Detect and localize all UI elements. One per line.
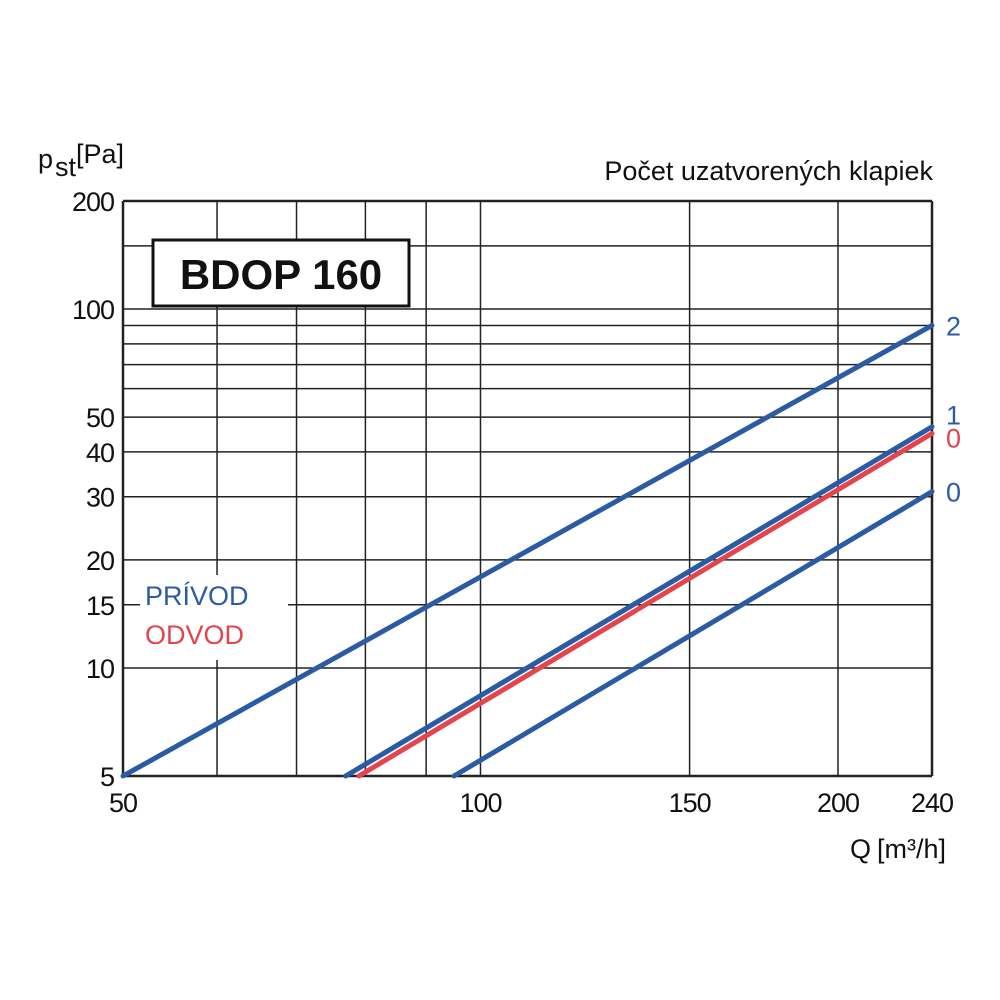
series-line <box>356 431 935 779</box>
x-label: Q <box>850 834 871 864</box>
series-line <box>343 424 935 779</box>
series-lines <box>120 322 935 779</box>
y-tick-label: 30 <box>86 483 114 513</box>
y-label: p <box>38 144 53 174</box>
y-tick-label: 20 <box>86 546 114 576</box>
series-line <box>120 322 935 779</box>
x-tick-label: 50 <box>109 788 137 818</box>
title-box <box>151 238 411 308</box>
x-tick-label: 100 <box>459 788 501 818</box>
series-end-label: 0 <box>946 424 961 454</box>
y-unit: [Pa] <box>76 139 124 169</box>
series-line <box>451 489 935 779</box>
series-end-label: 2 <box>946 311 961 341</box>
y-tick-label: 200 <box>72 187 114 217</box>
chart-subtitle: Počet uzatvorených klapiek <box>604 156 933 186</box>
series-end-label: 1 <box>946 401 961 431</box>
x-tick-label: 200 <box>817 788 859 818</box>
legend-item: PRÍVOD <box>145 581 249 611</box>
x-axis-label: Q [m³/h] <box>850 834 946 864</box>
y-axis-label: p st [Pa] <box>38 139 124 182</box>
y-label-sub: st <box>55 152 77 182</box>
y-tick-label: 50 <box>86 403 114 433</box>
y-tick-label: 100 <box>72 295 114 325</box>
y-tick-label: 10 <box>86 654 114 684</box>
x-unit: [m³/h] <box>877 834 946 864</box>
legend: PRÍVOD ODVOD <box>140 575 288 660</box>
x-tick-label: 150 <box>669 788 711 818</box>
series-end-label: 0 <box>946 478 961 508</box>
legend-background <box>140 575 288 660</box>
y-tick-label: 40 <box>86 438 114 468</box>
x-tick-label: 240 <box>911 788 953 818</box>
legend-item: ODVOD <box>145 620 244 650</box>
y-tick-label: 5 <box>100 762 114 792</box>
y-tick-label: 15 <box>86 591 114 621</box>
chart-title: BDOP 160 <box>180 251 382 298</box>
tick-labels: 50 100 150 200 240 5 10 15 20 30 40 50 100 200 <box>72 187 954 818</box>
